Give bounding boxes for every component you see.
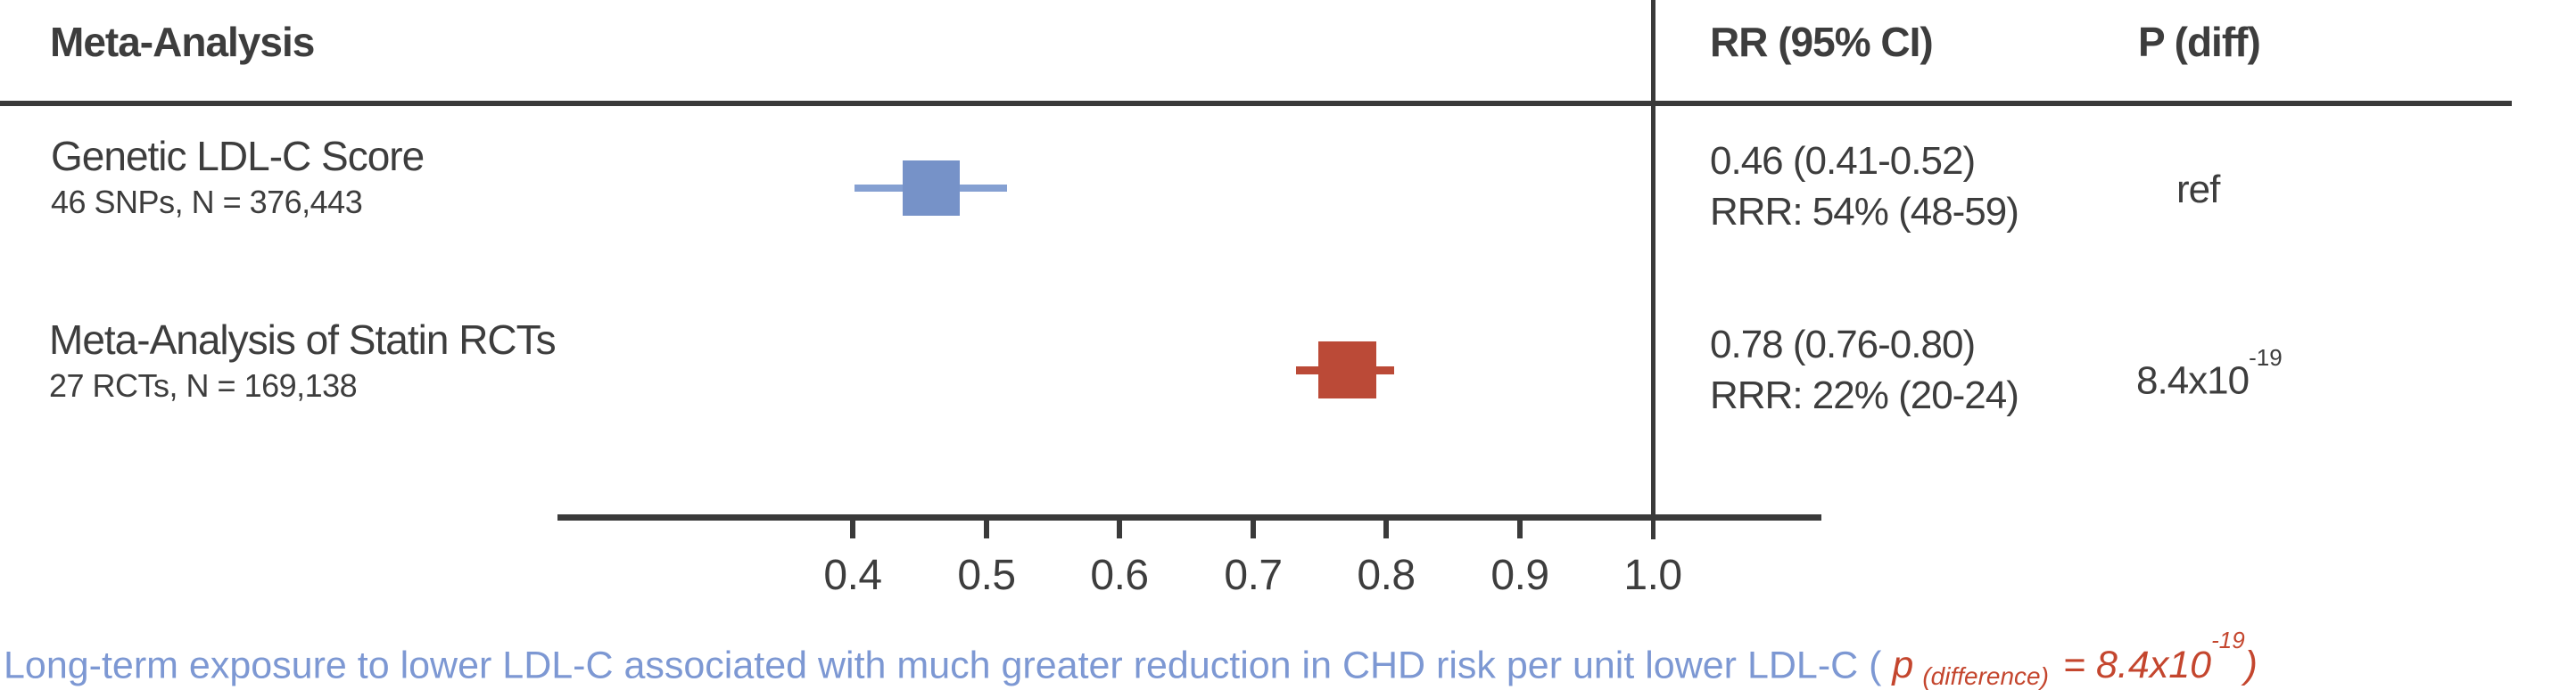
- axis-tick-label: 0.6: [1090, 552, 1149, 599]
- axis-tick: [1117, 521, 1122, 538]
- reference-line-rr-1: [1651, 0, 1655, 539]
- caption-p-value: p (difference) = 8.4x10-19): [1892, 627, 2258, 690]
- axis-tick-label: 0.4: [823, 552, 882, 599]
- axis-tick-label: 0.5: [957, 552, 1016, 599]
- rrr-text: RRR: 54% (48-59): [1710, 190, 2019, 234]
- study-name: Genetic LDL-C Score: [51, 133, 425, 179]
- point-estimate-genetic: [903, 160, 960, 216]
- caption-main-text: Long-term exposure to lower LDL-C associ…: [4, 644, 1893, 687]
- axis-tick-label: 0.9: [1490, 552, 1549, 599]
- point-estimate-statin: [1318, 341, 1376, 398]
- x-axis-line: [557, 514, 1821, 521]
- p-subscript: (difference): [1922, 662, 2049, 691]
- study-detail: 27 RCTs, N = 169,138: [49, 367, 358, 404]
- study-detail: 46 SNPs, N = 376,443: [51, 184, 363, 220]
- column-header-rr-ci: RR (95% CI): [1710, 19, 1934, 65]
- rr-values-statin: 0.78 (0.76-0.80) RRR: 22% (20-24): [1710, 319, 2019, 421]
- header-divider-line: [0, 101, 2512, 106]
- study-name: Meta-Analysis of Statin RCTs: [49, 316, 557, 363]
- rr-ci-text: 0.78 (0.76-0.80): [1710, 323, 1976, 366]
- caption-exponent: -19: [2211, 627, 2245, 653]
- p-diff-base: 8.4x10: [2136, 358, 2250, 403]
- caption-close-paren: ): [2244, 644, 2258, 687]
- p-diff-statin: 8.4x10-19: [2136, 344, 2283, 404]
- rrr-text: RRR: 22% (20-24): [1710, 374, 2019, 417]
- axis-tick: [1251, 521, 1256, 538]
- p-diff-exponent: -19: [2249, 344, 2283, 371]
- row-label-statin: Meta-Analysis of Statin RCTs 27 RCTs, N …: [49, 316, 557, 408]
- caption-equals: = 8.4x10: [2052, 644, 2212, 687]
- column-header-meta-analysis: Meta-Analysis: [50, 19, 315, 65]
- axis-tick-label: 0.8: [1357, 552, 1416, 599]
- rr-ci-text: 0.46 (0.41-0.52): [1710, 139, 1976, 183]
- axis-tick: [984, 521, 989, 538]
- p-symbol: p: [1892, 644, 1914, 687]
- column-header-p-diff: P (diff): [2138, 19, 2261, 65]
- figure-caption: Long-term exposure to lower LDL-C associ…: [4, 627, 2258, 698]
- axis-tick-label: 0.7: [1224, 552, 1283, 599]
- rr-values-genetic: 0.46 (0.41-0.52) RRR: 54% (48-59): [1710, 135, 2019, 237]
- axis-tick: [1517, 521, 1523, 538]
- axis-tick: [850, 521, 855, 538]
- row-label-genetic: Genetic LDL-C Score 46 SNPs, N = 376,443: [51, 132, 425, 225]
- p-diff-genetic: ref: [2176, 168, 2220, 211]
- axis-tick: [1383, 521, 1389, 538]
- axis-tick-label: 1.0: [1623, 552, 1682, 599]
